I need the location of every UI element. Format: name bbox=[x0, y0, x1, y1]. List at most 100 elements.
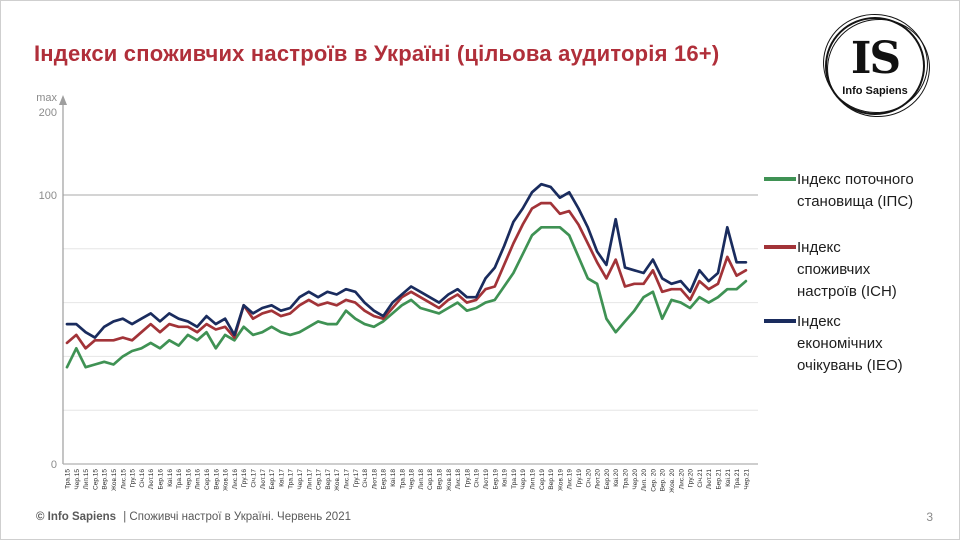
svg-text:Тра.18: Тра.18 bbox=[399, 469, 406, 489]
svg-text:Жов.16: Жов.16 bbox=[223, 469, 230, 491]
svg-text:Січ.16: Січ.16 bbox=[138, 469, 146, 488]
svg-text:Бер.19: Бер.19 bbox=[492, 469, 499, 490]
footer-brand: © Info Sapiens bbox=[36, 511, 117, 523]
svg-text:Лип.18: Лип.18 bbox=[418, 469, 425, 490]
svg-text:Гру.17: Гру.17 bbox=[353, 469, 360, 488]
svg-text:Жов. 20: Жов. 20 bbox=[669, 469, 676, 493]
line-chart: max 200 100 0 Тра.15 Чер.15 Лип.15 Сер.15 Вер.15… bbox=[31, 89, 761, 511]
ieo-line-swatch bbox=[764, 319, 796, 323]
svg-text:200: 200 bbox=[39, 107, 57, 119]
legend-label-ieo: Індекс економічних очікувань (ІЕО) bbox=[797, 313, 903, 374]
svg-text:Чер.18: Чер.18 bbox=[409, 469, 416, 490]
svg-text:max: max bbox=[36, 92, 57, 104]
svg-text:Тра.15: Тра.15 bbox=[65, 469, 72, 489]
svg-text:Лис.15: Лис.15 bbox=[120, 469, 127, 490]
chart-legend: Індекс поточного становища (ІПС) Індекс … bbox=[764, 169, 954, 401]
svg-text:Сер. 20: Сер. 20 bbox=[650, 469, 657, 492]
svg-text:Бер.21: Бер.21 bbox=[716, 469, 723, 490]
svg-text:Сер.19: Сер.19 bbox=[539, 469, 546, 490]
svg-text:Вер.16: Вер.16 bbox=[213, 469, 220, 490]
svg-text:Кві.17: Кві.17 bbox=[277, 469, 285, 487]
svg-text:Чер.16: Чер.16 bbox=[185, 469, 192, 490]
svg-text:Лют.20: Лют.20 bbox=[595, 469, 602, 490]
svg-text:Жов.17: Жов.17 bbox=[334, 469, 341, 491]
svg-text:Гру.15: Гру.15 bbox=[130, 469, 137, 488]
svg-text:Чер.15: Чер.15 bbox=[74, 469, 81, 490]
svg-text:Сер.17: Сер.17 bbox=[316, 469, 323, 490]
svg-text:Січ.21: Січ.21 bbox=[696, 469, 704, 488]
svg-text:Чер.19: Чер.19 bbox=[520, 469, 527, 490]
svg-text:Лис.17: Лис.17 bbox=[344, 469, 351, 490]
svg-text:Вер.19: Вер.19 bbox=[548, 469, 555, 490]
footer: © Info Sapiens | Споживчі настрої в Укра… bbox=[36, 511, 351, 523]
svg-text:Кві.19: Кві.19 bbox=[501, 469, 509, 487]
svg-text:Кві.16: Кві.16 bbox=[166, 469, 174, 487]
svg-text:Лис.18: Лис.18 bbox=[455, 469, 462, 490]
svg-text:Січ.18: Січ.18 bbox=[361, 469, 369, 488]
logo-initials: IS bbox=[850, 33, 901, 84]
svg-text:Тра.17: Тра.17 bbox=[288, 469, 295, 489]
isn-line-swatch bbox=[764, 245, 796, 249]
svg-text:Бер.18: Бер.18 bbox=[381, 469, 388, 490]
svg-text:Кві.20: Кві.20 bbox=[612, 469, 620, 487]
svg-text:Чер.21: Чер.21 bbox=[743, 469, 750, 490]
page-title: Індекси споживчих настроїв в Україні (ці… bbox=[34, 41, 720, 66]
legend-label-isn: Індекс споживчих настроїв (ІСН) bbox=[797, 239, 897, 300]
svg-text:Вер.18: Вер.18 bbox=[437, 469, 444, 490]
svg-text:Чер.17: Чер.17 bbox=[297, 469, 304, 490]
svg-text:Гру.19: Гру.19 bbox=[576, 469, 583, 488]
svg-text:Лис.16: Лис.16 bbox=[232, 469, 239, 490]
legend-item-ieo: Індекс економічних очікувань (ІЕО) bbox=[764, 311, 954, 377]
svg-text:Лип. 20: Лип. 20 bbox=[641, 469, 648, 492]
svg-text:Сер.16: Сер.16 bbox=[204, 469, 211, 490]
svg-text:Лют.16: Лют.16 bbox=[148, 469, 155, 490]
svg-text:Чер.20: Чер.20 bbox=[632, 469, 639, 490]
svg-text:Тра.19: Тра.19 bbox=[511, 469, 518, 489]
svg-text:Лип.15: Лип.15 bbox=[83, 469, 90, 490]
svg-text:Січ.20: Січ.20 bbox=[584, 469, 592, 488]
info-sapiens-logo: IS Info Sapiens bbox=[817, 7, 937, 124]
svg-text:Лют.18: Лют.18 bbox=[371, 469, 378, 490]
legend-item-isn: Індекс споживчих настроїв (ІСН) bbox=[764, 237, 954, 303]
svg-text:0: 0 bbox=[51, 459, 57, 471]
legend-item-ips: Індекс поточного становища (ІПС) bbox=[764, 169, 954, 213]
svg-text:Гру.20: Гру.20 bbox=[688, 469, 695, 488]
svg-text:Січ.17: Січ.17 bbox=[250, 469, 258, 488]
page-number: 3 bbox=[926, 510, 933, 524]
svg-text:Бер.16: Бер.16 bbox=[158, 469, 165, 490]
svg-text:Гру.18: Гру.18 bbox=[464, 469, 471, 488]
svg-text:Лис.20: Лис.20 bbox=[678, 469, 685, 490]
svg-text:Сер.15: Сер.15 bbox=[92, 469, 99, 490]
svg-text:Тра.21: Тра.21 bbox=[734, 469, 741, 489]
chart-canvas: max 200 100 0 Тра.15 Чер.15 Лип.15 Сер.15 Вер.15… bbox=[36, 92, 758, 493]
svg-text:Вер.17: Вер.17 bbox=[325, 469, 332, 490]
svg-text:Вер. 20: Вер. 20 bbox=[660, 469, 667, 492]
svg-text:Бер.20: Бер.20 bbox=[604, 469, 611, 490]
svg-text:Лип.16: Лип.16 bbox=[195, 469, 202, 490]
svg-text:Тра.16: Тра.16 bbox=[176, 469, 183, 489]
svg-text:Гру.16: Гру.16 bbox=[241, 469, 248, 488]
svg-text:Жов.15: Жов.15 bbox=[111, 469, 118, 491]
svg-text:100: 100 bbox=[39, 190, 57, 202]
svg-text:Кві.18: Кві.18 bbox=[389, 469, 397, 487]
svg-text:Жов.18: Жов.18 bbox=[446, 469, 453, 491]
legend-label-ips: Індекс поточного становища (ІПС) bbox=[797, 171, 914, 210]
logo-name: Info Sapiens bbox=[842, 85, 908, 97]
svg-text:Вер.15: Вер.15 bbox=[102, 469, 109, 490]
svg-text:Лип.19: Лип.19 bbox=[530, 469, 537, 490]
footer-text: | Споживчі настрої в Україні. Червень 20… bbox=[123, 511, 351, 523]
logo-ring-icon bbox=[825, 17, 925, 115]
svg-text:Бер.17: Бер.17 bbox=[269, 469, 276, 490]
svg-text:Лип.17: Лип.17 bbox=[306, 469, 313, 490]
svg-text:Тра.20: Тра.20 bbox=[623, 469, 630, 489]
svg-text:Жов.19: Жов.19 bbox=[557, 469, 564, 491]
svg-text:Лют.21: Лют.21 bbox=[706, 469, 713, 490]
svg-text:Лис.19: Лис.19 bbox=[567, 469, 574, 490]
svg-text:Кві.21: Кві.21 bbox=[724, 469, 732, 487]
svg-text:Лют.17: Лют.17 bbox=[260, 469, 267, 490]
ips-line-swatch bbox=[764, 177, 796, 181]
svg-text:Сер.18: Сер.18 bbox=[427, 469, 434, 490]
svg-text:Січ.19: Січ.19 bbox=[473, 469, 481, 488]
svg-text:Лют.19: Лют.19 bbox=[483, 469, 490, 490]
